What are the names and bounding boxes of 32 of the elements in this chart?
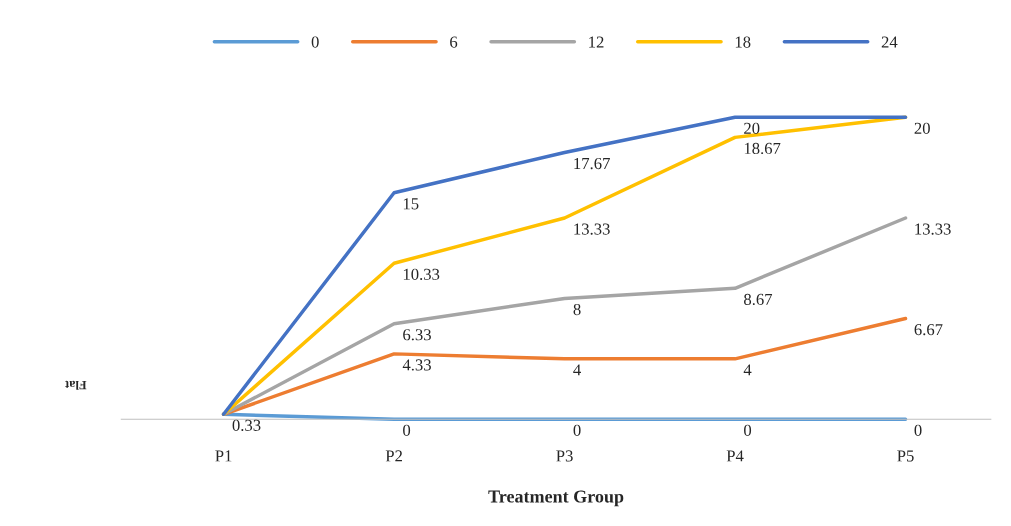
legend-label: 18 (735, 36, 751, 48)
data-label: 18.67 (744, 142, 781, 155)
x-tick-label: P1 (215, 450, 232, 462)
data-label: 20 (744, 122, 760, 134)
data-label: 10.33 (403, 268, 440, 281)
data-label: 15 (403, 198, 419, 210)
legend-label: 6 (450, 36, 458, 48)
data-label: 4.33 (402, 359, 431, 371)
data-label: 0 (403, 424, 411, 436)
x-tick-label: P2 (385, 450, 402, 462)
data-label: 8.67 (744, 293, 773, 306)
data-label: 4 (573, 364, 581, 376)
x-tick-label: P5 (897, 450, 914, 462)
data-label: 8 (573, 303, 581, 316)
data-label: 0 (744, 424, 752, 436)
data-label: 13.33 (915, 223, 951, 235)
data-label: 20 (914, 122, 930, 134)
data-label: 0 (573, 424, 581, 436)
data-label: 0 (914, 424, 922, 436)
data-label: 6.33 (403, 329, 431, 341)
text: Flat (65, 380, 87, 390)
data-label: 4 (743, 364, 752, 376)
legend-label: 12 (589, 36, 604, 48)
data-label: 13.33 (574, 223, 610, 235)
legend-label: 24 (881, 36, 898, 48)
data-label: 17.67 (574, 157, 610, 170)
x-axis-title: Treatment Group (488, 490, 624, 507)
legend-label: 0 (311, 36, 319, 48)
data-label: 0.33 (232, 419, 261, 431)
x-tick-label: P3 (556, 450, 573, 462)
x-tick-label: P4 (726, 450, 744, 462)
data-label: 6.67 (914, 324, 943, 336)
